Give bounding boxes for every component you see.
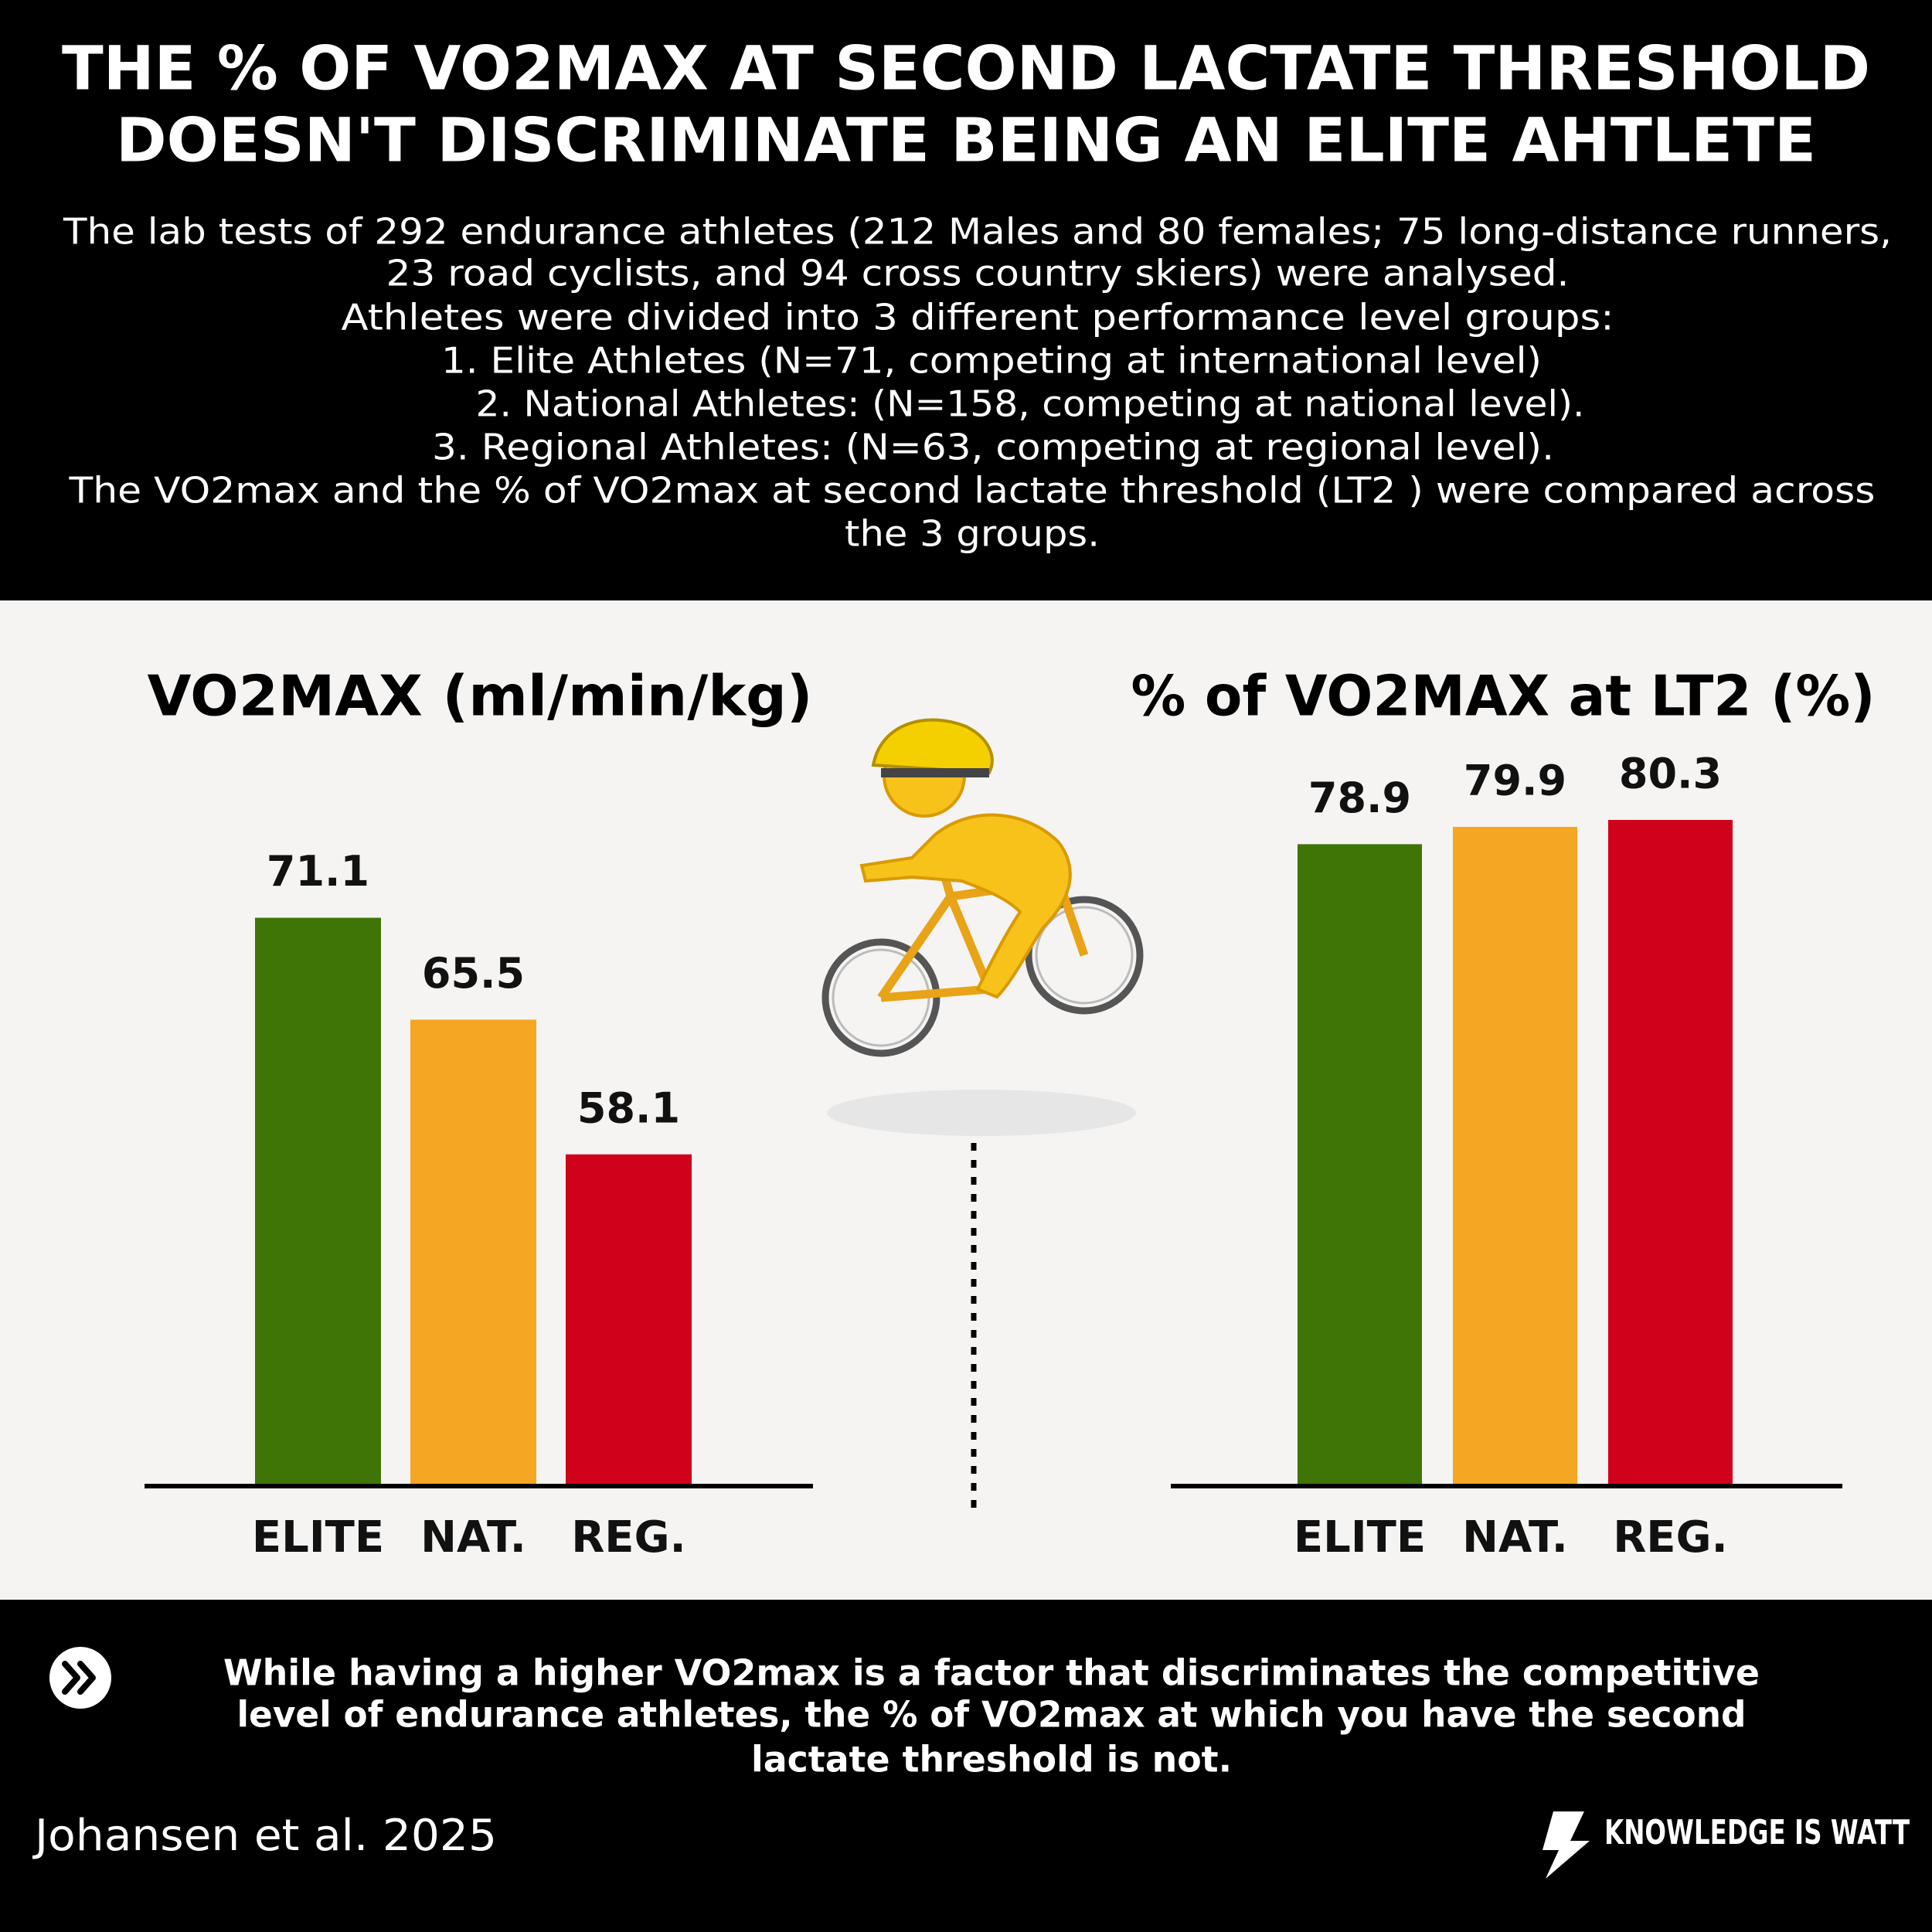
value-label: 78.9 <box>1308 774 1411 822</box>
title-line: THE % OF VO2MAX AT SECOND LACTATE THRESH… <box>62 34 1870 104</box>
next-icon <box>49 1647 111 1709</box>
chart-title: % of VO2MAX at LT2 (%) <box>1131 664 1876 729</box>
x-tick-label: NAT. <box>420 1512 526 1563</box>
description-line: The lab tests of 292 endurance athletes … <box>63 211 1892 253</box>
description-line: 1. Elite Athletes (N=71, competing at in… <box>441 340 1542 382</box>
cyclist-illustration <box>821 718 1144 1136</box>
value-label: 71.1 <box>267 847 369 896</box>
title-line: DOESN'T DISCRIMINATE BEING AN ELITE AHTL… <box>116 106 1816 175</box>
value-label: 58.1 <box>577 1083 680 1132</box>
description-line: 2. National Athletes: (N=158, competing … <box>476 383 1585 425</box>
chart-title: VO2MAX (ml/min/kg) <box>148 664 813 729</box>
description-line: 3. Regional Athletes: (N=63, competing a… <box>432 427 1554 468</box>
x-tick-label: REG. <box>571 1512 686 1563</box>
citation: Johansen et al. 2025 <box>32 1811 497 1861</box>
x-tick-label: NAT. <box>1462 1512 1568 1563</box>
bar <box>1608 819 1733 1484</box>
description-line: The VO2max and the % of VO2max at second… <box>68 470 1875 512</box>
footer-background <box>0 1600 1932 1932</box>
header-background <box>0 0 1932 600</box>
conclusion-line: level of endurance athletes, the % of VO… <box>237 1694 1747 1736</box>
conclusion-line: While having a higher VO2max is a factor… <box>223 1652 1760 1694</box>
value-label: 79.9 <box>1464 757 1566 805</box>
bar <box>410 1019 536 1484</box>
bar <box>1298 844 1422 1484</box>
x-tick-label: REG. <box>1613 1512 1728 1563</box>
description-line: 23 road cyclists, and 94 cross country s… <box>386 253 1570 294</box>
conclusion-line: lactate threshold is not. <box>751 1739 1232 1781</box>
value-label: 65.5 <box>422 949 525 998</box>
x-tick-label: ELITE <box>252 1512 384 1563</box>
bar <box>1453 826 1577 1484</box>
bar <box>255 917 381 1484</box>
brand-name: KNOWLEDGE IS WATT <box>1604 1813 1910 1852</box>
value-label: 80.3 <box>1619 750 1722 798</box>
brand-logo <box>1543 1811 1590 1879</box>
bar <box>566 1154 692 1484</box>
description-line: Athletes were divided into 3 different p… <box>342 297 1614 338</box>
x-tick-label: ELITE <box>1294 1512 1426 1563</box>
description-line: the 3 groups. <box>845 513 1100 555</box>
